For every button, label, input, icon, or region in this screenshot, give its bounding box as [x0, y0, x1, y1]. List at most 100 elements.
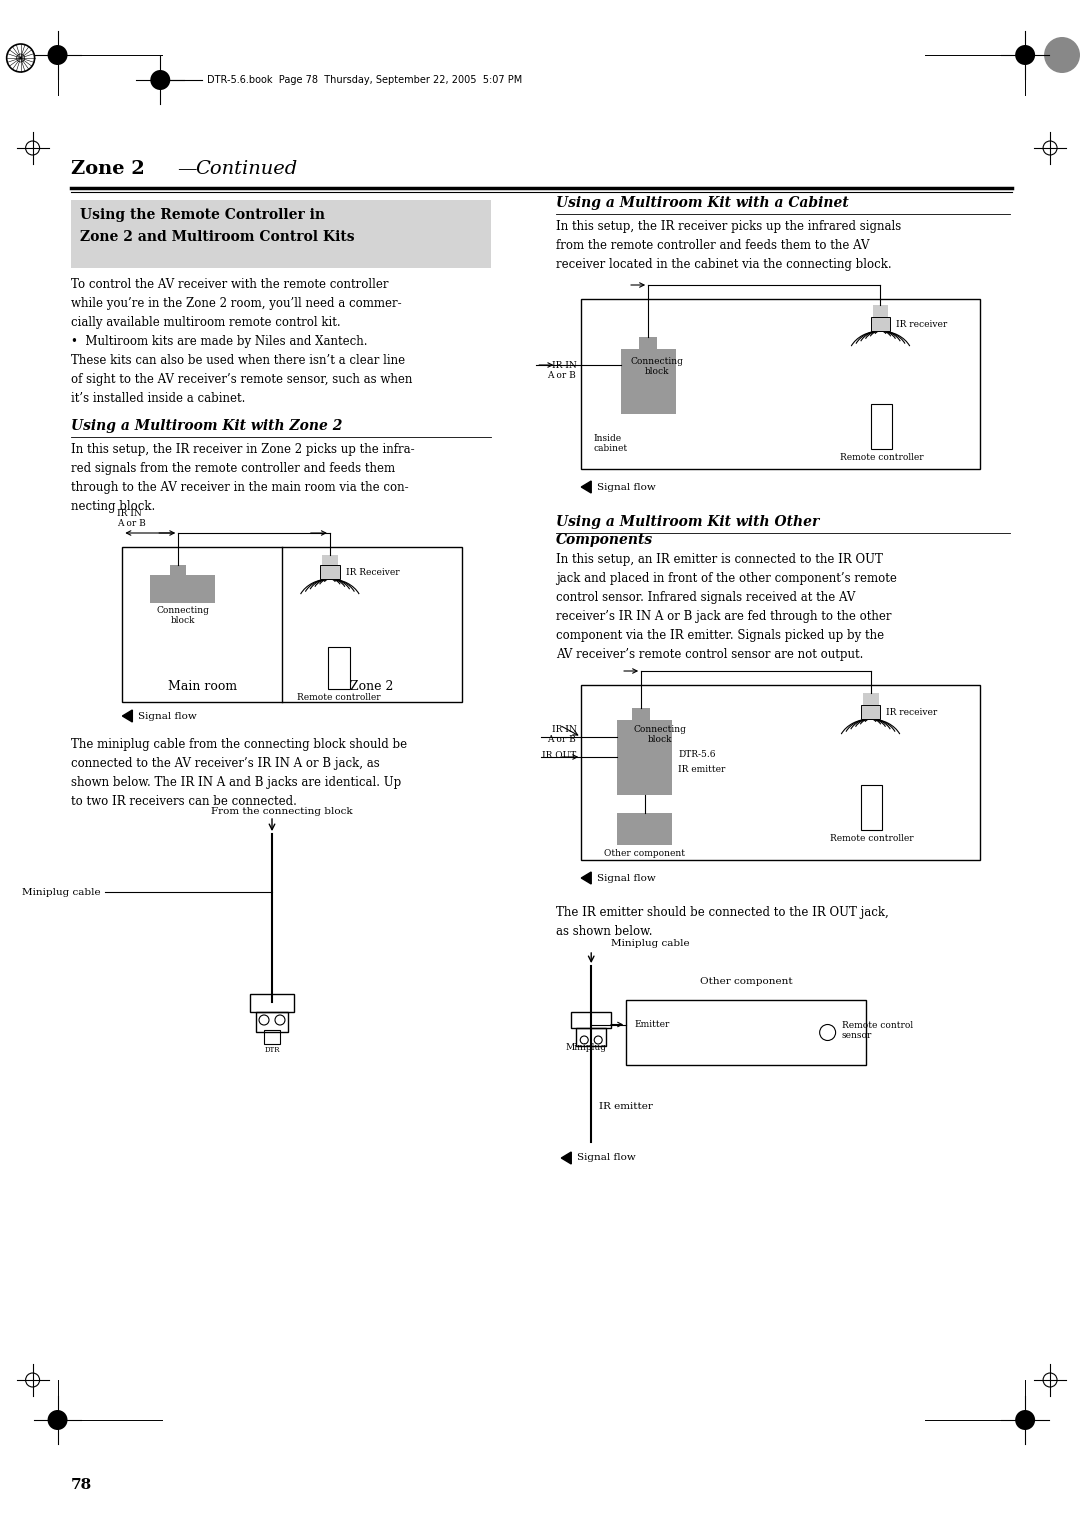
Bar: [581, 685, 981, 860]
Text: IR IN
A or B: IR IN A or B: [548, 361, 577, 380]
Text: •  Multiroom kits are made by Niles and Xantech.: • Multiroom kits are made by Niles and X…: [70, 335, 367, 348]
Bar: [626, 999, 865, 1065]
Text: red signals from the remote controller and feeds them: red signals from the remote controller a…: [70, 461, 394, 475]
Text: Other component: Other component: [700, 976, 792, 986]
Text: Components: Components: [556, 533, 653, 547]
Bar: [617, 813, 672, 845]
Text: of sight to the AV receiver’s remote sensor, such as when: of sight to the AV receiver’s remote sen…: [70, 373, 411, 387]
Text: Miniplug cable: Miniplug cable: [611, 940, 690, 947]
Bar: [581, 299, 981, 469]
Text: Inside
cabinet: Inside cabinet: [593, 434, 627, 454]
Text: it’s installed inside a cabinet.: it’s installed inside a cabinet.: [70, 393, 245, 405]
Text: Signal flow: Signal flow: [577, 1154, 636, 1163]
Text: The IR emitter should be connected to the IR OUT jack,: The IR emitter should be connected to th…: [556, 906, 889, 918]
Bar: [863, 694, 878, 704]
Bar: [150, 575, 215, 604]
Text: through to the AV receiver in the main room via the con-: through to the AV receiver in the main r…: [70, 481, 408, 494]
Text: 78: 78: [70, 1478, 92, 1491]
Text: to two IR receivers can be connected.: to two IR receivers can be connected.: [70, 795, 296, 808]
Text: The miniplug cable from the connecting block should be: The miniplug cable from the connecting b…: [70, 738, 407, 750]
Text: Miniplug cable: Miniplug cable: [22, 888, 100, 897]
Circle shape: [150, 70, 171, 90]
Polygon shape: [562, 1152, 571, 1164]
Text: In this setup, the IR receiver in Zone 2 picks up the infra-: In this setup, the IR receiver in Zone 2…: [70, 443, 414, 455]
Text: DTR-5.6: DTR-5.6: [678, 750, 715, 759]
Bar: [322, 555, 338, 565]
Text: receiver’s IR IN A or B jack are fed through to the other: receiver’s IR IN A or B jack are fed thr…: [556, 610, 892, 623]
Bar: [632, 707, 650, 720]
Text: jack and placed in front of the other component’s remote: jack and placed in front of the other co…: [556, 571, 897, 585]
Text: IR receiver: IR receiver: [896, 319, 948, 329]
Text: AV receiver’s remote control sensor are not output.: AV receiver’s remote control sensor are …: [556, 648, 864, 662]
Text: Using the Remote Controller in: Using the Remote Controller in: [81, 208, 325, 222]
Text: Connecting
block: Connecting block: [157, 607, 210, 625]
Text: Signal flow: Signal flow: [597, 874, 656, 883]
Text: Connecting
block: Connecting block: [630, 358, 683, 376]
Text: Using a Multiroom Kit with Zone 2: Using a Multiroom Kit with Zone 2: [70, 419, 342, 432]
Text: IR receiver: IR receiver: [887, 707, 937, 717]
Text: shown below. The IR IN A and B jacks are identical. Up: shown below. The IR IN A and B jacks are…: [70, 776, 401, 788]
Text: IR OUT: IR OUT: [542, 750, 577, 759]
Text: Signal flow: Signal flow: [597, 483, 656, 492]
Text: Miniplug: Miniplug: [566, 1042, 607, 1051]
Bar: [328, 646, 350, 689]
Text: as shown below.: as shown below.: [556, 924, 652, 938]
Bar: [870, 316, 891, 332]
Circle shape: [1015, 1410, 1035, 1430]
Text: IR emitter: IR emitter: [678, 766, 726, 775]
Bar: [171, 565, 186, 575]
Text: cially available multiroom remote control kit.: cially available multiroom remote contro…: [70, 316, 340, 329]
Text: DTR: DTR: [265, 1047, 280, 1054]
Text: from the remote controller and feeds them to the AV: from the remote controller and feeds the…: [556, 238, 869, 252]
Text: IR IN
A or B: IR IN A or B: [548, 724, 577, 744]
Circle shape: [48, 44, 68, 66]
Text: Main room: Main room: [167, 680, 237, 694]
Text: connected to the AV receiver’s IR IN A or B jack, as: connected to the AV receiver’s IR IN A o…: [70, 756, 379, 770]
Text: These kits can also be used when there isn’t a clear line: These kits can also be used when there i…: [70, 354, 405, 367]
Text: From the connecting block: From the connecting block: [212, 807, 353, 816]
Bar: [861, 704, 880, 720]
Bar: [320, 565, 340, 579]
Polygon shape: [581, 481, 591, 494]
Text: In this setup, an IR emitter is connected to the IR OUT: In this setup, an IR emitter is connecte…: [556, 553, 883, 565]
Bar: [873, 306, 889, 316]
Text: Continued: Continued: [195, 160, 297, 177]
Text: Zone 2 and Multiroom Control Kits: Zone 2 and Multiroom Control Kits: [81, 231, 355, 244]
Text: IR IN
A or B: IR IN A or B: [118, 509, 146, 529]
Text: Remote controller: Remote controller: [297, 694, 380, 701]
Text: Zone 2: Zone 2: [70, 160, 145, 177]
Text: Remote controller: Remote controller: [839, 452, 923, 461]
Text: Other component: Other component: [604, 850, 685, 859]
Text: Zone 2: Zone 2: [350, 680, 393, 694]
Text: To control the AV receiver with the remote controller: To control the AV receiver with the remo…: [70, 278, 388, 290]
Circle shape: [16, 53, 25, 63]
Bar: [861, 785, 882, 830]
Text: Using a Multiroom Kit with Other: Using a Multiroom Kit with Other: [556, 515, 820, 529]
Bar: [639, 338, 657, 348]
Circle shape: [1015, 44, 1035, 66]
Polygon shape: [581, 872, 591, 885]
Bar: [870, 403, 892, 449]
Text: Connecting
block: Connecting block: [633, 724, 686, 744]
Text: —: —: [177, 160, 197, 177]
Bar: [256, 1012, 288, 1031]
Text: control sensor. Infrared signals received at the AV: control sensor. Infrared signals receive…: [556, 591, 855, 604]
Bar: [617, 720, 672, 795]
Text: In this setup, the IR receiver picks up the infrared signals: In this setup, the IR receiver picks up …: [556, 220, 902, 232]
Text: Emitter: Emitter: [634, 1021, 670, 1028]
Text: component via the IR emitter. Signals picked up by the: component via the IR emitter. Signals pi…: [556, 630, 885, 642]
Bar: [70, 200, 491, 267]
Text: Using a Multiroom Kit with a Cabinet: Using a Multiroom Kit with a Cabinet: [556, 196, 849, 209]
Circle shape: [1044, 37, 1080, 73]
Text: IR Receiver: IR Receiver: [346, 567, 400, 576]
Bar: [122, 547, 461, 701]
Text: Remote controller: Remote controller: [829, 834, 914, 843]
Text: IR emitter: IR emitter: [599, 1102, 653, 1111]
Text: necting block.: necting block.: [70, 500, 154, 513]
Bar: [577, 1028, 606, 1047]
Text: Remote control
sensor: Remote control sensor: [841, 1021, 913, 1041]
Circle shape: [48, 1410, 68, 1430]
Polygon shape: [122, 711, 133, 723]
Bar: [251, 995, 294, 1012]
Bar: [571, 1012, 611, 1028]
